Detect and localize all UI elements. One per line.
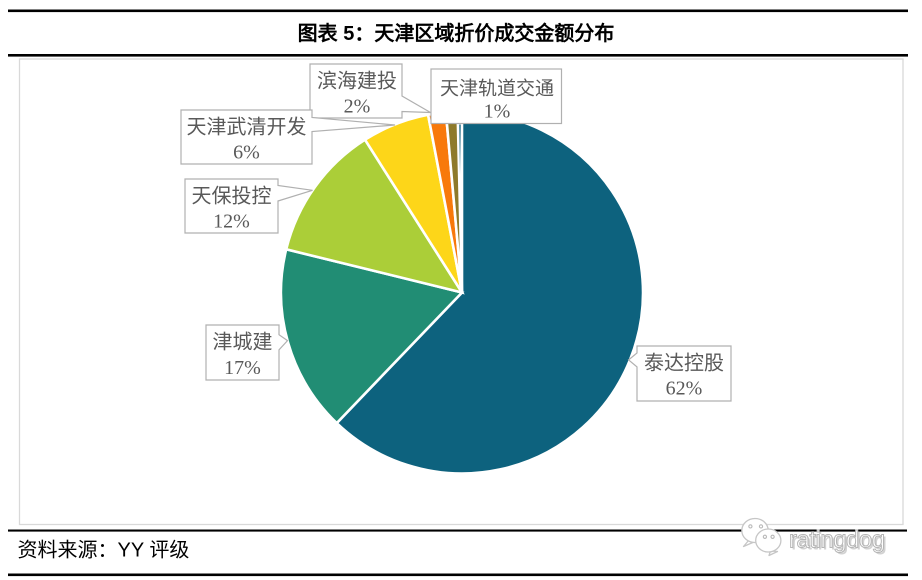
svg-text:62%: 62% [666,378,703,400]
svg-text:17%: 17% [224,357,261,379]
svg-text:资料来源：YY 评级: 资料来源：YY 评级 [18,539,190,562]
svg-text:1%: 1% [484,101,511,123]
svg-text:12%: 12% [213,211,250,233]
svg-text:滨海建投: 滨海建投 [317,70,397,93]
svg-text:泰达控股: 泰达控股 [644,352,724,375]
svg-text:津城建: 津城建 [213,331,273,354]
svg-text:天津武清开发: 天津武清开发 [187,116,307,139]
svg-text:6%: 6% [233,142,260,164]
svg-text:天津轨道交通: 天津轨道交通 [440,78,554,100]
svg-text:天保投控: 天保投控 [192,185,272,208]
svg-text:图表 5：天津区域折价成交金额分布: 图表 5：天津区域折价成交金额分布 [298,21,615,45]
svg-text:2%: 2% [344,96,371,118]
svg-text:ratingdog: ratingdog [791,529,887,556]
svg-text:ratingdog: ratingdog [789,527,885,554]
